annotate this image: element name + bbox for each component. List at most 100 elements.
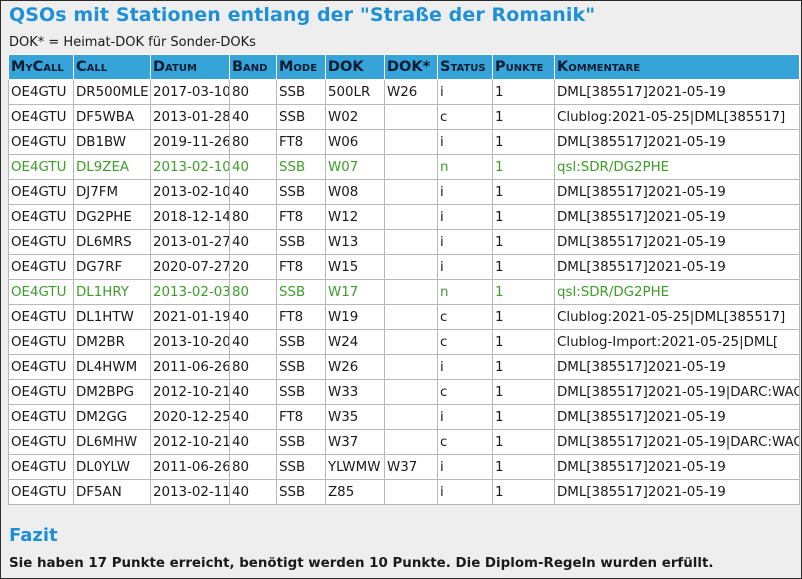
fazit-summary: Sie haben 17 Punkte erreicht, benötigt w…	[9, 556, 714, 571]
cell-mycall: OE4GTU	[8, 279, 74, 305]
cell-status: c	[437, 304, 493, 330]
cell-datum: 2013-10-20	[150, 329, 230, 355]
cell-status: i	[437, 129, 493, 155]
cell-kommentar: Clublog-Import:2021-05-25|DML[	[554, 329, 800, 355]
cell-dok-home	[384, 379, 438, 405]
column-header-status: Status	[437, 54, 493, 80]
cell-mode: SSB	[276, 379, 326, 405]
cell-punkte: 1	[492, 304, 555, 330]
cell-kommentar: DML[385517]2021-05-19	[554, 354, 800, 380]
cell-band: 80	[229, 79, 277, 105]
table-row: OE4GTU DL9ZEA 2013-02-10 40 SSB W07 n 1 qsl:SDR/…	[8, 154, 800, 180]
table-row: OE4GTU DG2PHE 2018-12-14 80 FT8 W12 i 1 DML[3855…	[8, 204, 800, 230]
cell-dok: Z85	[325, 479, 385, 505]
cell-band: 40	[229, 104, 277, 130]
cell-dok: YLWMW	[325, 454, 385, 480]
cell-mycall: OE4GTU	[8, 454, 74, 480]
cell-dok-home: W26	[384, 79, 438, 105]
cell-mycall: OE4GTU	[8, 204, 74, 230]
cell-mode: SSB	[276, 329, 326, 355]
cell-dok: W24	[325, 329, 385, 355]
cell-mode: FT8	[276, 304, 326, 330]
cell-status: i	[437, 179, 493, 205]
cell-datum: 2013-02-10	[150, 179, 230, 205]
cell-mode: SSB	[276, 229, 326, 255]
cell-datum: 2020-12-25	[150, 404, 230, 430]
cell-dok: W33	[325, 379, 385, 405]
cell-kommentar: DML[385517]2021-05-19	[554, 254, 800, 280]
table-row: OE4GTU DL0YLW 2011-06-26 80 SSB YLWMW W37 i 1 DML…	[8, 454, 800, 480]
cell-mode: SSB	[276, 279, 326, 305]
cell-mode: FT8	[276, 204, 326, 230]
cell-datum: 2012-10-21	[150, 429, 230, 455]
cell-status: i	[437, 79, 493, 105]
cell-mycall: OE4GTU	[8, 304, 74, 330]
table-row: OE4GTU DM2BR 2013-10-20 40 SSB W24 c 1 Clublog-I…	[8, 329, 800, 355]
cell-datum: 2013-01-28	[150, 104, 230, 130]
cell-call: DL9ZEA	[73, 154, 151, 180]
cell-call: DJ7FM	[73, 179, 151, 205]
cell-mode: FT8	[276, 254, 326, 280]
cell-mode: FT8	[276, 404, 326, 430]
cell-punkte: 1	[492, 129, 555, 155]
cell-band: 80	[229, 129, 277, 155]
cell-call: DL6MHW	[73, 429, 151, 455]
cell-status: c	[437, 329, 493, 355]
cell-call: DF5AN	[73, 479, 151, 505]
cell-kommentar: DML[385517]2021-05-19	[554, 229, 800, 255]
cell-dok-home	[384, 304, 438, 330]
cell-status: n	[437, 279, 493, 305]
cell-kommentar: qsl:SDR/DG2PHE	[554, 154, 800, 180]
table-row: OE4GTU DR500MLE 2017-03-10 80 SSB 500LR W26 i 1 D…	[8, 79, 800, 105]
table-row: OE4GTU DM2GG 2020-12-25 40 FT8 W35 i 1 DML[38551…	[8, 404, 800, 430]
cell-mode: SSB	[276, 179, 326, 205]
cell-mycall: OE4GTU	[8, 354, 74, 380]
cell-kommentar: DML[385517]2021-05-19	[554, 129, 800, 155]
cell-datum: 2013-02-11	[150, 479, 230, 505]
cell-punkte: 1	[492, 404, 555, 430]
cell-call: DR500MLE	[73, 79, 151, 105]
page-title: QSOs mit Stationen entlang der "Straße d…	[9, 4, 596, 26]
cell-call: DL1HTW	[73, 304, 151, 330]
cell-call: DM2BPG	[73, 379, 151, 405]
table-row: OE4GTU DL4HWM 2011-06-26 80 SSB W26 i 1 DML[3855…	[8, 354, 800, 380]
cell-mode: SSB	[276, 354, 326, 380]
cell-band: 40	[229, 304, 277, 330]
cell-dok-home	[384, 254, 438, 280]
table-row: OE4GTU DL1HRY 2013-02-03 80 SSB W17 n 1 qsl:SDR/…	[8, 279, 800, 305]
cell-dok: W12	[325, 204, 385, 230]
table-row: OE4GTU DL6MHW 2012-10-21 40 SSB W37 c 1 DML[3855…	[8, 429, 800, 455]
table-row: OE4GTU DM2BPG 2012-10-21 40 SSB W33 c 1 DML[3855…	[8, 379, 800, 405]
cell-punkte: 1	[492, 179, 555, 205]
cell-datum: 2013-02-10	[150, 154, 230, 180]
cell-datum: 2013-02-03	[150, 279, 230, 305]
cell-status: i	[437, 454, 493, 480]
cell-punkte: 1	[492, 354, 555, 380]
cell-dok: W13	[325, 229, 385, 255]
cell-band: 80	[229, 279, 277, 305]
cell-kommentar: DML[385517]2021-05-19|DARC:WAG	[554, 379, 800, 405]
column-header-datum: Datum	[150, 54, 230, 80]
cell-dok: W07	[325, 154, 385, 180]
cell-mycall: OE4GTU	[8, 129, 74, 155]
cell-call: DG2PHE	[73, 204, 151, 230]
cell-dok-home	[384, 429, 438, 455]
cell-status: n	[437, 154, 493, 180]
cell-mycall: OE4GTU	[8, 154, 74, 180]
cell-dok-home	[384, 129, 438, 155]
cell-mycall: OE4GTU	[8, 229, 74, 255]
cell-dok: W08	[325, 179, 385, 205]
cell-kommentar: DML[385517]2021-05-19	[554, 204, 800, 230]
cell-punkte: 1	[492, 79, 555, 105]
cell-dok: W06	[325, 129, 385, 155]
cell-band: 20	[229, 254, 277, 280]
cell-band: 40	[229, 429, 277, 455]
column-header-call: Call	[73, 54, 151, 80]
cell-datum: 2018-12-14	[150, 204, 230, 230]
cell-mycall: OE4GTU	[8, 179, 74, 205]
cell-call: DM2GG	[73, 404, 151, 430]
cell-dok: 500LR	[325, 79, 385, 105]
table-row: OE4GTU DL6MRS 2013-01-27 40 SSB W13 i 1 DML[3855…	[8, 229, 800, 255]
cell-mycall: OE4GTU	[8, 429, 74, 455]
cell-mode: SSB	[276, 104, 326, 130]
